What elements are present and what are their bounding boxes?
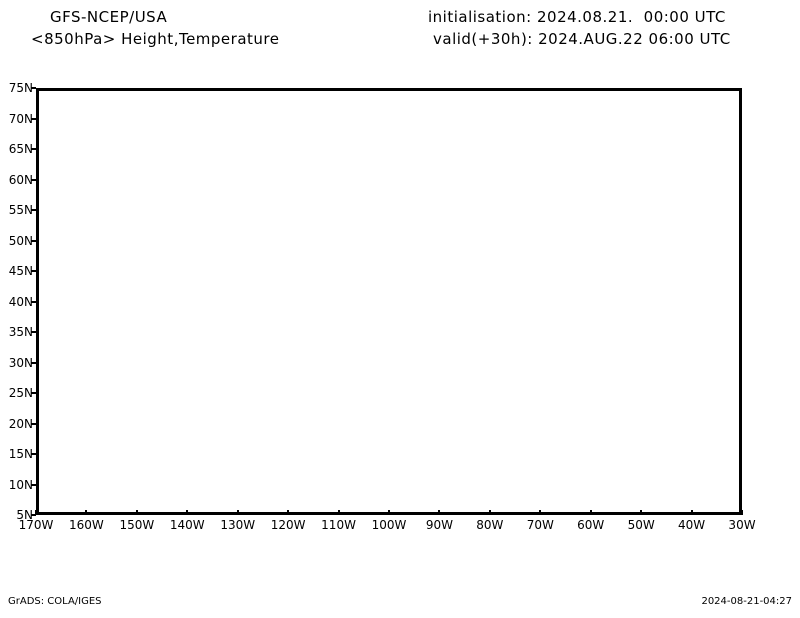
y-tick-mark <box>31 422 36 425</box>
y-tick-label: 65N <box>8 142 33 156</box>
x-tick-label: 160W <box>69 518 104 532</box>
y-tick-label: 25N <box>8 386 33 400</box>
x-tick-label: 130W <box>220 518 256 532</box>
x-tick-label: 150W <box>119 518 155 532</box>
y-tick-mark <box>31 483 36 486</box>
y-tick-mark <box>31 331 36 333</box>
y-tick-label: 40N <box>8 294 33 309</box>
x-tick-mark <box>236 510 239 515</box>
y-tick-mark <box>31 117 36 120</box>
x-tick-mark <box>488 510 491 515</box>
x-tick-label: 100W <box>371 518 407 532</box>
x-tick-label: 80W <box>476 518 504 532</box>
y-tick-label: 5N <box>16 508 33 522</box>
x-tick-mark <box>539 510 542 515</box>
x-tick-label: 60W <box>577 518 605 532</box>
y-tick-mark <box>31 361 36 364</box>
x-tick-label: 50W <box>627 518 655 532</box>
y-tick-mark <box>31 239 36 242</box>
y-tick-label: 60N <box>8 172 33 187</box>
x-tick-label: 70W <box>526 518 554 532</box>
y-tick-label: 30N <box>8 355 33 370</box>
y-tick-label: 10N <box>8 477 33 492</box>
x-tick-mark <box>337 510 340 515</box>
y-tick-label: 15N <box>8 447 33 461</box>
x-tick-mark <box>438 510 441 515</box>
y-tick-mark <box>31 87 36 89</box>
model-title: GFS-NCEP/USA <box>50 8 168 26</box>
x-tick-mark <box>135 510 138 515</box>
y-tick-label: 50N <box>8 233 33 248</box>
x-tick-mark <box>640 510 643 515</box>
y-tick-mark <box>31 270 36 272</box>
y-tick-mark <box>31 148 36 150</box>
x-tick-label: 90W <box>425 518 453 532</box>
y-tick-label: 35N <box>8 325 33 339</box>
y-tick-mark <box>31 453 36 455</box>
x-tick-label: 30W <box>728 518 756 532</box>
x-tick-mark <box>388 510 390 515</box>
y-tick-mark <box>31 178 36 181</box>
x-tick-label: 170W <box>18 518 54 532</box>
x-tick-mark <box>85 510 88 515</box>
x-tick-label: 140W <box>169 518 205 532</box>
level-field-title: <850hPa> Height,Temperature <box>31 30 280 48</box>
y-tick-label: 45N <box>8 264 33 278</box>
x-tick-mark <box>35 510 37 515</box>
y-tick-label: 70N <box>8 111 33 126</box>
x-tick-label: 40W <box>677 518 706 532</box>
x-tick-mark <box>186 510 189 515</box>
y-tick-label: 55N <box>8 203 33 217</box>
valid-time: valid(+30h): 2024.AUG.22 06:00 UTC <box>433 30 731 48</box>
y-tick-mark <box>31 300 36 303</box>
x-tick-label: 120W <box>270 518 306 532</box>
plot-frame <box>36 88 742 515</box>
y-tick-mark <box>31 209 36 211</box>
initialisation-time: initialisation: 2024.08.21. 00:00 UTC <box>428 8 726 26</box>
x-tick-mark <box>741 510 743 515</box>
generation-stamp: 2024-08-21-04:27 <box>701 596 792 607</box>
x-tick-mark <box>287 510 290 515</box>
x-tick-label: 110W <box>321 518 356 532</box>
x-tick-mark <box>690 510 693 515</box>
y-tick-label: 20N <box>8 416 33 431</box>
chart-header: GFS-NCEP/USA <850hPa> Height,Temperature… <box>0 0 800 88</box>
weather-map-plot: 1381381401401421421441441461461481481481… <box>36 88 742 515</box>
y-tick-mark <box>31 514 36 516</box>
x-tick-mark <box>589 510 592 515</box>
y-tick-mark <box>31 392 36 394</box>
producer-credit: GrADS: COLA/IGES <box>8 596 102 607</box>
y-tick-label: 75N <box>8 81 33 95</box>
